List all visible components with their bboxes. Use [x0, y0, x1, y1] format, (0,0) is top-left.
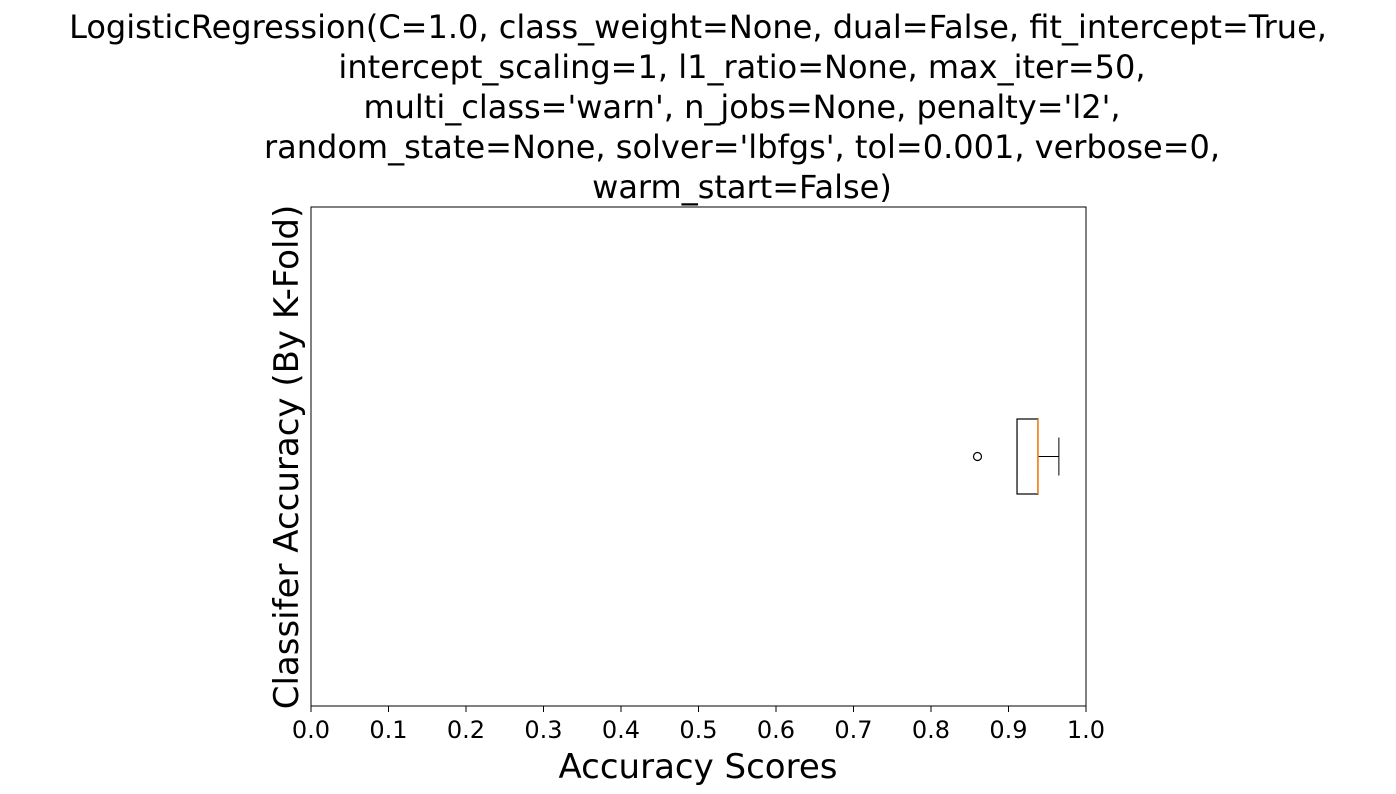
x-tick-label: 0.5 [679, 716, 717, 744]
title-line-4: random_state=None, solver='lbfgs', tol=0… [264, 128, 1220, 166]
x-axis-label: Accuracy Scores [559, 747, 838, 787]
x-tick-label: 0.6 [757, 716, 795, 744]
x-tick-label: 0.9 [989, 716, 1027, 744]
x-tick-label: 1.0 [1067, 716, 1105, 744]
x-tick-label: 0.8 [912, 716, 950, 744]
x-tick-label: 0.1 [369, 716, 407, 744]
title-line-3: multi_class='warn', n_jobs=None, penalty… [363, 88, 1120, 126]
x-tick-label: 0.0 [292, 716, 330, 744]
x-axis-ticks: 0.0 0.1 0.2 0.3 0.4 0.5 0.6 0.7 0.8 0.9 1.0 [292, 706, 1105, 744]
plot-area-frame [310, 206, 1087, 707]
x-tick-label: 0.7 [834, 716, 872, 744]
iqr-box [1016, 418, 1039, 495]
x-tick-label: 0.3 [524, 716, 562, 744]
boxplot-series [972, 418, 1060, 495]
chart-title: LogisticRegression(C=1.0, class_weight=N… [69, 8, 1327, 206]
title-line-5: warm_start=False) [592, 168, 892, 206]
title-line-1: LogisticRegression(C=1.0, class_weight=N… [69, 8, 1327, 46]
title-line-2: intercept_scaling=1, l1_ratio=None, max_… [338, 48, 1145, 86]
x-tick-label: 0.4 [602, 716, 640, 744]
y-axis-label: Classifer Accuracy (By K-Fold) [267, 205, 307, 710]
outlier-point [972, 451, 983, 462]
x-tick-label: 0.2 [447, 716, 485, 744]
